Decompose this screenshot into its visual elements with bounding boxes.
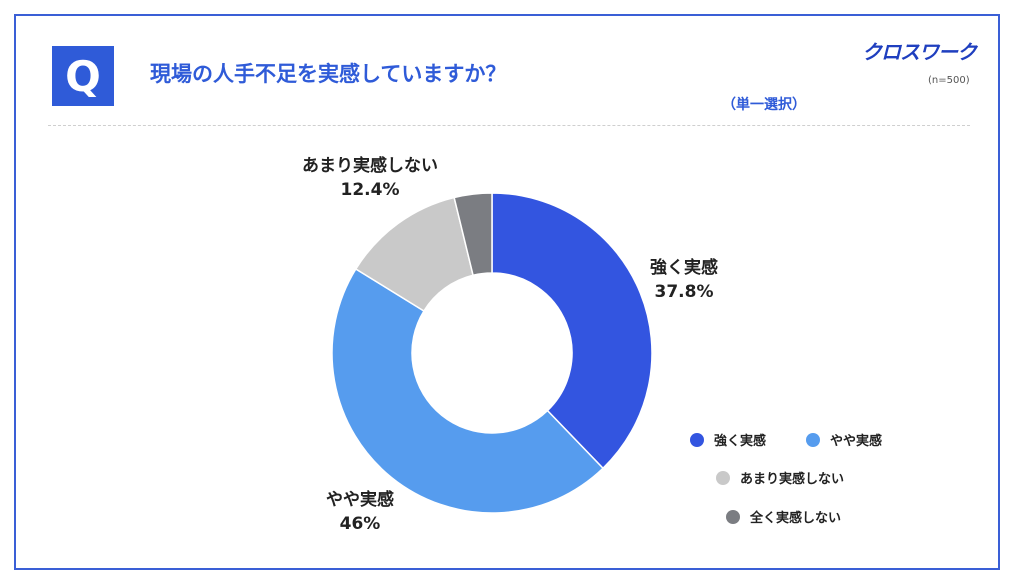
slice-label-not-much-name: あまり実感しない [302,156,438,176]
slice-label-somewhat-value: 46% [339,514,381,534]
slice-label-not-much-value: 12.4% [340,180,400,200]
legend-label-not-much: あまり実感しない [740,472,845,487]
selection-type: （単一選択） [722,97,806,113]
legend-swatch-not-at-all [726,509,740,524]
question-badge: Q [52,46,114,106]
legend-swatch-not-much [716,470,730,485]
slice-label-strong: 強く実感 37.8% [636,256,732,304]
donut-slice-not-at-all [453,192,493,277]
question-title: 現場の人手不足を実感していますか？ [150,62,507,86]
slice-label-strong-value: 37.8% [654,282,714,302]
legend-swatch-somewhat [806,432,820,447]
legend-label-strong: 強く実感 [714,434,767,449]
legend-swatch-strong [690,432,704,447]
legend-item-not-much: あまり実感しない [716,468,844,487]
slice-label-strong-name: 強く実感 [650,258,718,278]
slice-label-not-much: あまり実感しない 12.4% [270,154,470,202]
donut-slice-strong [491,192,653,470]
donut-slice-somewhat [331,267,605,514]
legend-label-not-at-all: 全く実感しない [750,511,842,526]
sample-size: (n=500) [928,75,970,86]
chart-legend: 強く実感 やや実感 あまり実感しない 全く実感しない [690,428,950,538]
slice-label-somewhat-name: やや実感 [326,490,394,510]
header-divider [48,125,970,126]
brand-logo: クロスワーク [862,40,977,64]
legend-item-strong: 強く実感 [690,430,766,449]
slice-label-somewhat: やや実感 46% [300,488,420,536]
legend-label-somewhat: やや実感 [830,434,883,449]
legend-item-somewhat: やや実感 [806,430,882,449]
legend-item-not-at-all: 全く実感しない [726,507,841,526]
